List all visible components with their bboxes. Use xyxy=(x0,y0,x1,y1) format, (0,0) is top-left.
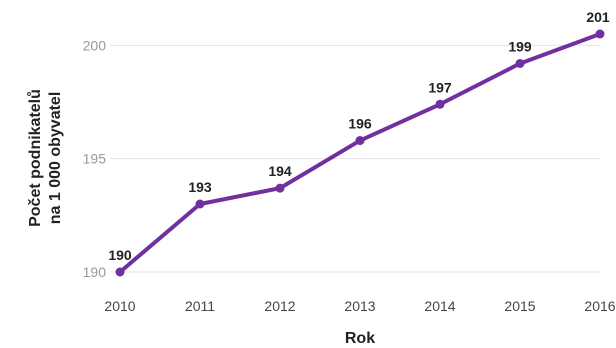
data-label: 194 xyxy=(268,163,292,179)
data-point xyxy=(595,29,605,39)
y-axis-title-line-1: Počet podnikatelů xyxy=(27,89,44,227)
x-tick-label: 2015 xyxy=(504,298,535,314)
data-point xyxy=(195,199,205,209)
y-axis-ticks: 190 195 200 xyxy=(83,37,107,280)
x-tick-label: 2013 xyxy=(344,298,375,314)
y-axis-title-line-2: na 1 000 obyvatel xyxy=(47,92,64,225)
series-line xyxy=(118,32,602,274)
y-tick-label: 200 xyxy=(83,37,107,53)
y-tick-label: 190 xyxy=(83,264,107,280)
grid-lines xyxy=(110,44,600,273)
x-tick-label: 2011 xyxy=(185,298,215,314)
data-labels: 190 193 194 196 197 199 201 xyxy=(108,9,610,263)
data-point xyxy=(435,99,445,109)
data-point xyxy=(275,183,285,193)
data-point xyxy=(355,136,365,146)
x-tick-label: 2010 xyxy=(104,298,135,314)
x-axis-title: Rok xyxy=(345,330,375,347)
data-label: 201 xyxy=(586,9,610,25)
data-point xyxy=(115,267,125,277)
data-label: 193 xyxy=(188,179,212,195)
data-label: 196 xyxy=(348,116,372,132)
x-tick-label: 2016 xyxy=(584,298,615,314)
y-tick-label: 195 xyxy=(83,151,107,167)
x-axis-ticks: 2010 2011 2012 2013 2014 2015 2016 xyxy=(104,298,615,314)
data-label: 199 xyxy=(508,38,532,54)
series-group xyxy=(115,29,605,277)
x-tick-label: 2014 xyxy=(424,298,455,314)
data-label: 190 xyxy=(108,247,132,263)
data-point xyxy=(515,58,525,68)
y-axis-title: Počet podnikatelů na 1 000 obyvatel xyxy=(27,89,64,227)
data-label: 197 xyxy=(428,79,452,95)
x-tick-label: 2012 xyxy=(264,298,295,314)
